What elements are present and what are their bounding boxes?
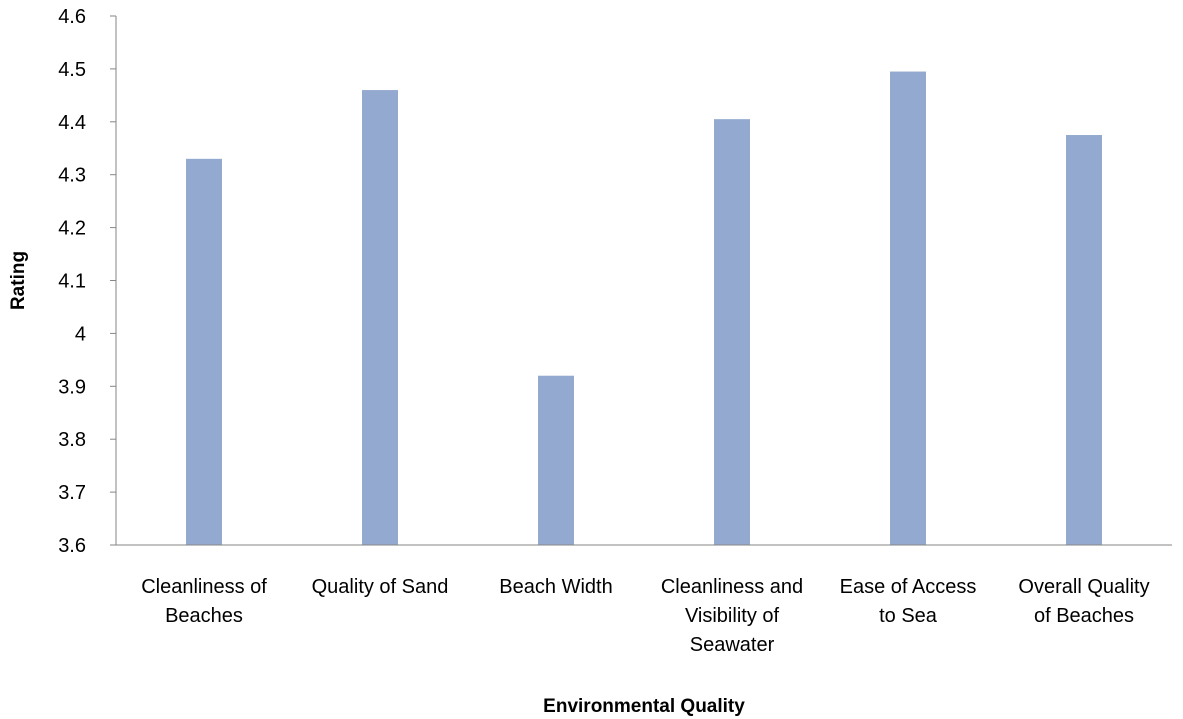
- x-tick-label-line: Seawater: [690, 634, 775, 656]
- y-tick-label: 4.2: [58, 218, 86, 240]
- x-tick-label: Overall Quality of Beaches: [1018, 576, 1149, 627]
- y-tick-label: 3.9: [58, 376, 86, 398]
- y-tick-label: 3.8: [58, 429, 86, 451]
- x-tick-label: Beach Width: [499, 576, 612, 598]
- bars: [186, 71, 1102, 546]
- x-tick-label: Quality of Sand: [312, 576, 449, 598]
- y-tick-label: 4.1: [58, 271, 86, 293]
- y-tick-label: 4.6: [58, 6, 86, 28]
- y-tick-label: 3.7: [58, 482, 86, 504]
- y-tick-label: 4.5: [58, 59, 86, 81]
- bar: [890, 71, 926, 546]
- x-tick-label-line: of Beaches: [1034, 605, 1134, 627]
- x-tick-label-line: Cleanliness and: [661, 576, 803, 598]
- bar: [538, 375, 574, 545]
- x-tick-label-line: Ease of Access: [840, 576, 977, 598]
- x-tick-label-line: Visibility of: [685, 605, 780, 627]
- y-tick-label: 4: [75, 323, 86, 345]
- x-tick-label: Cleanliness and Visibility of Seawater: [661, 576, 803, 656]
- x-tick-label-line: Overall Quality: [1018, 576, 1149, 598]
- x-axis: Cleanliness of Beaches Quality of Sand Beac…: [116, 544, 1172, 656]
- bar: [714, 119, 750, 545]
- x-tick-label: Ease of Access to Sea: [840, 576, 977, 627]
- x-tick-label-line: Beaches: [165, 605, 243, 627]
- bar: [362, 90, 398, 545]
- x-tick-label-line: Quality of Sand: [312, 576, 449, 598]
- y-tick-label: 3.6: [58, 535, 86, 557]
- x-tick-label-line: Beach Width: [499, 576, 612, 598]
- y-tick-label: 4.3: [58, 165, 86, 187]
- x-tick-label-line: to Sea: [879, 605, 938, 627]
- y-axis: 3.6 3.7 3.8 3.9 4 4.1 4.2 4.3 4.4 4.5 4.6: [58, 6, 117, 557]
- x-axis-title: Environmental Quality: [543, 696, 745, 717]
- y-axis-title: Rating: [8, 251, 29, 310]
- bar: [186, 158, 222, 545]
- x-tick-label-line: Cleanliness of: [141, 576, 267, 598]
- bar: [1066, 135, 1102, 545]
- x-tick-label: Cleanliness of Beaches: [141, 576, 267, 627]
- y-tick-label: 4.4: [58, 112, 86, 134]
